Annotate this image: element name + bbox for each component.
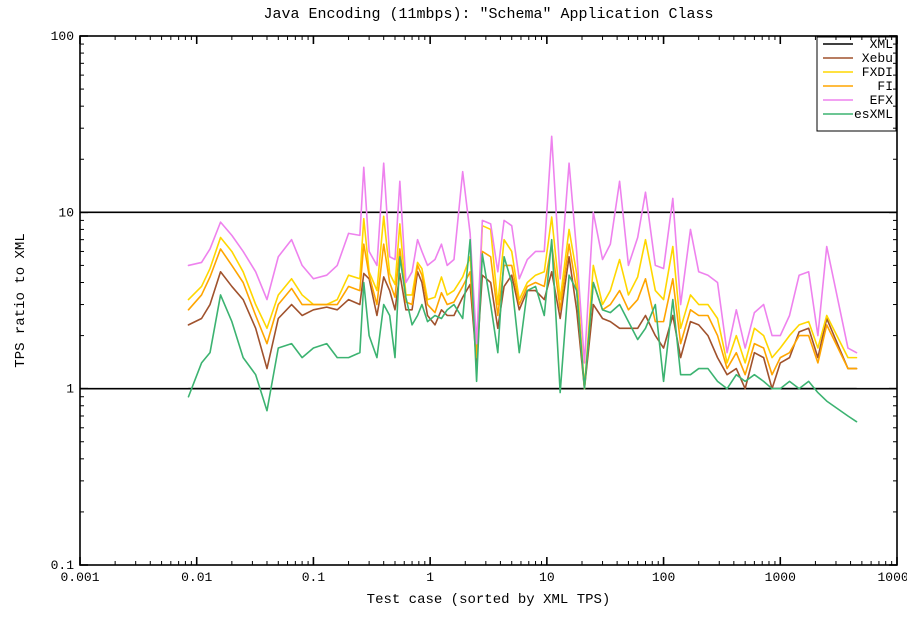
x-tick-label: 10000	[877, 570, 907, 585]
x-tick-label: 10	[539, 570, 555, 585]
y-axis-label: TPS ratio to XML	[13, 233, 29, 367]
y-tick-label: 0.1	[51, 558, 75, 573]
legend-label-efx: EFX	[870, 93, 894, 108]
y-tick-label: 10	[58, 205, 74, 220]
plot-background	[0, 0, 907, 621]
x-tick-label: 1	[426, 570, 434, 585]
legend-label-esxml: esXML	[854, 107, 893, 122]
x-tick-label: 0.1	[302, 570, 326, 585]
legend-label-xebu: Xebu	[862, 51, 893, 66]
legend-label-fxdi: FXDI	[862, 65, 893, 80]
y-tick-label: 100	[51, 29, 74, 44]
x-axis-label: Test case (sorted by XML TPS)	[367, 592, 611, 608]
x-tick-label: 1000	[765, 570, 796, 585]
chart-title: Java Encoding (11mbps): "Schema" Applica…	[263, 6, 713, 23]
y-tick-label: 1	[66, 382, 74, 397]
legend-label-xml: XML	[870, 37, 893, 52]
legend-label-fi: FI	[877, 79, 893, 94]
chart: 0.0010.010.11101001000100000.1110100Java…	[0, 0, 907, 621]
x-tick-label: 100	[652, 570, 675, 585]
x-tick-label: 0.01	[181, 570, 212, 585]
